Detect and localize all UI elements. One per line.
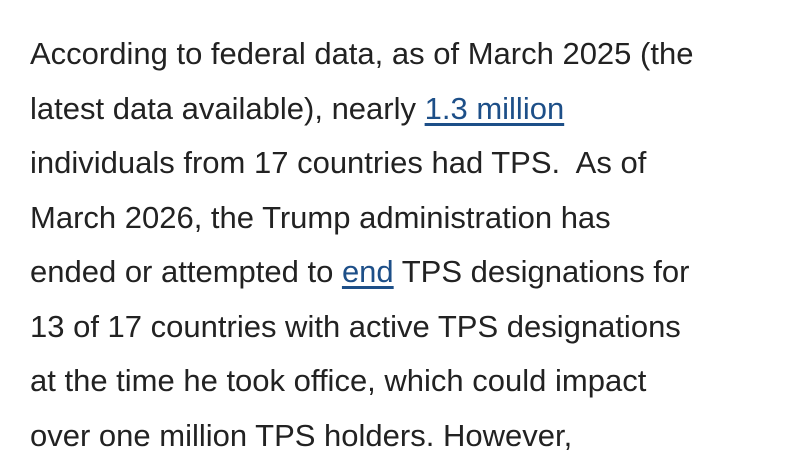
text: TPS designations for: [393, 254, 690, 289]
link[interactable]: 1.3 million: [424, 90, 565, 126]
text-line: According to federal data, as of March 2…: [30, 27, 790, 82]
text-line: ended or attempted to end TPS designatio…: [30, 245, 790, 300]
text-line: March 2026, the Trump administration has: [30, 191, 790, 246]
text-line: over one million TPS holders. However,: [30, 409, 790, 464]
text: March 2026, the Trump administration has: [30, 199, 611, 235]
text-line: 13 of 17 countries with active TPS desig…: [30, 300, 790, 355]
text: at the time he took office, which could …: [30, 363, 647, 398]
text: ended or attempted to: [30, 254, 342, 289]
text: latest data available), nearly: [30, 90, 425, 126]
text-line: individuals from 17 countries had TPS. A…: [30, 136, 790, 191]
text: over one million TPS holders. However,: [30, 417, 573, 453]
text: 13 of 17 countries with active TPS desig…: [30, 308, 681, 344]
text-line: at the time he took office, which could …: [30, 354, 790, 409]
text: individuals from 17 countries had TPS. A…: [30, 145, 647, 180]
text-line: latest data available), nearly 1.3 milli…: [30, 82, 790, 137]
link[interactable]: end: [341, 254, 394, 289]
paragraph: According to federal data, as of March 2…: [30, 27, 790, 463]
text: According to federal data, as of March 2…: [30, 36, 694, 71]
